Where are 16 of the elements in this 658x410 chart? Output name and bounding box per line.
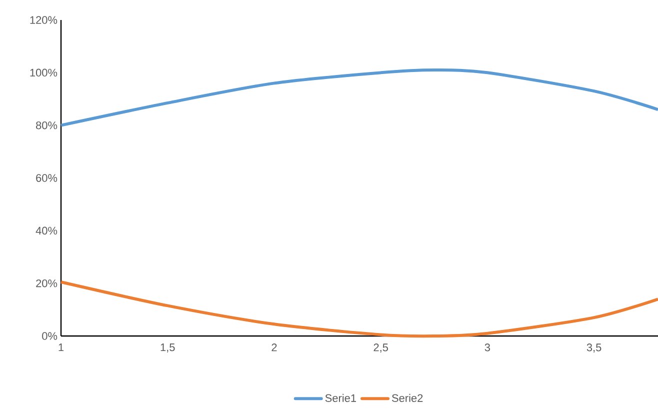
y-tick-label: 40% (36, 226, 58, 235)
x-tick-label: 2 (272, 344, 277, 352)
y-tick-label: 0% (42, 332, 58, 340)
y-tick-label: 80% (36, 121, 58, 130)
x-tick-label: 1,5 (160, 344, 175, 352)
y-tick-label: 60% (36, 174, 58, 182)
y-tick-label: 120% (30, 16, 58, 24)
y-tick-label: 100% (30, 68, 58, 77)
legend-label: Serie2 (392, 394, 423, 402)
x-tick-label: 2,5 (374, 344, 388, 353)
x-tick-label: 1 (58, 344, 64, 352)
line-series (60, 68, 658, 127)
x-tick-label: 3 (484, 344, 490, 352)
x-tick-label: 3,5 (586, 344, 602, 353)
y-tick-label: 20% (36, 279, 58, 288)
legend-label: Serie1 (325, 394, 356, 402)
